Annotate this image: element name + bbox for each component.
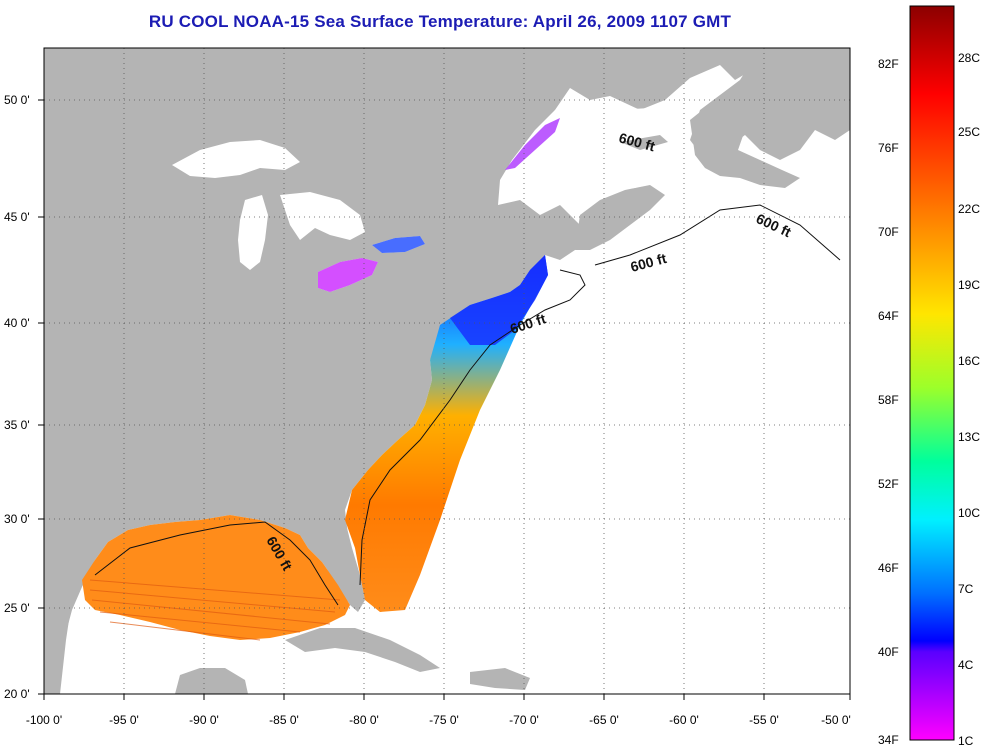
colorbar-c-label: 25C [958,125,980,139]
y-tick-label: 30 0' [4,512,30,526]
island-anticosti [620,135,668,150]
x-tick-label: -80 0' [349,713,379,727]
colorbar-c-label: 1C [958,734,974,748]
lake-michigan [238,195,268,270]
tick-marks [38,99,851,700]
x-tick-label: -85 0' [269,713,299,727]
contour-600ft-atlantic [359,269,586,586]
colorbar-f-label: 34F [878,733,899,747]
x-tick-label: -60 0' [669,713,699,727]
colorbar-c-label: 28C [958,51,980,65]
colorbar-f-label: 82F [878,57,899,71]
sst-gulf-streaks [89,579,341,641]
lake-huron [280,192,365,240]
colorbar-c-label: 7C [958,582,974,596]
sst-st-lawrence [505,118,560,170]
gulf-st-lawrence [535,100,690,200]
contour-600ft-north [594,204,841,266]
y-tick-label: 35 0' [4,418,30,432]
colorbar-c-label: 13C [958,430,980,444]
land-mexico [44,560,72,694]
colorbar-f-label: 64F [878,309,899,323]
x-tick-label: -75 0' [429,713,459,727]
y-tick-label: 40 0' [4,316,30,330]
colorbar-c-label: 22C [958,202,980,216]
land-florida [300,520,365,612]
land-yucatan [175,668,248,694]
sst-lake-erie [318,258,378,292]
colorbar [909,5,955,741]
x-tick-label: -55 0' [749,713,779,727]
y-tick-label: 25 0' [4,601,30,615]
colorbar-c-label: 16C [958,354,980,368]
colorbar-f-label: 58F [878,393,899,407]
x-tick-label: -100 0' [26,713,62,727]
sst-atlantic-swath [345,255,548,612]
y-tick-label: 20 0' [4,687,30,701]
y-tick-label: 50 0' [4,93,30,107]
colorbar-f-label: 52F [878,477,899,491]
land-nova-scotia [575,185,665,250]
colorbar-f-label: 76F [878,141,899,155]
colorbar-f-label: 70F [878,225,899,239]
land-cuba [285,628,440,672]
colorbar-c-label: 19C [958,278,980,292]
x-tick-label: -65 0' [589,713,619,727]
y-tick-label: 45 0' [4,210,30,224]
sst-gulf-of-maine [450,255,548,345]
contour-600ft-gulf [94,521,339,606]
land-hispaniola [470,668,530,690]
colorbar-f-label: 40F [878,645,899,659]
plot-frame [43,47,851,695]
x-tick-label: -70 0' [509,713,539,727]
sst-gulf-of-mexico [82,515,350,640]
map-title: RU COOL NOAA-15 Sea Surface Temperature:… [148,12,732,31]
colorbar-c-label: 4C [958,658,974,672]
colorbar-c-label: 10C [958,506,980,520]
x-tick-label: -95 0' [109,713,139,727]
x-tick-label: -90 0' [189,713,219,727]
sst-lake-ontario [372,236,425,253]
x-tick-label: -50 0' [821,713,851,727]
colorbar-f-label: 46F [878,561,899,575]
land-north-america [44,48,760,694]
land-newfoundland [690,100,800,188]
